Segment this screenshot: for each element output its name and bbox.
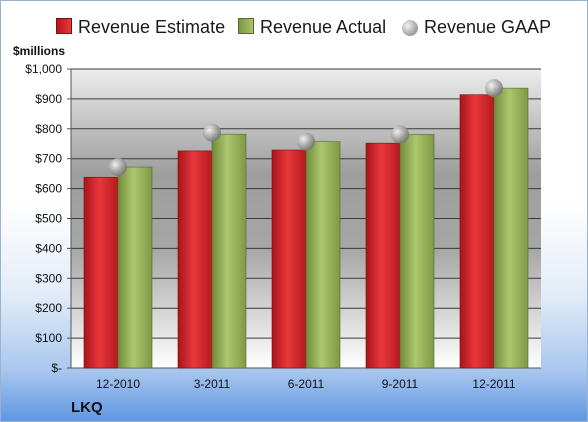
y-tick-label: $800 — [35, 122, 62, 136]
company-name: LKQ — [71, 399, 103, 416]
y-tick-label: $1,000 — [25, 62, 62, 76]
bar-revenue-actual — [305, 141, 341, 369]
y-tick-label: $300 — [35, 271, 62, 285]
legend-item-actual: Revenue Actual — [238, 17, 386, 38]
y-tick-label: $900 — [35, 92, 62, 106]
marker-revenue-gaap — [391, 125, 409, 144]
y-tick-label: $400 — [35, 241, 62, 255]
y-tick-label: $600 — [35, 182, 62, 196]
x-tick-label: 9-2011 — [382, 377, 419, 391]
bar-revenue-estimate — [83, 176, 119, 369]
y-tick-label: $500 — [35, 212, 62, 226]
bar-revenue-actual — [493, 87, 529, 369]
marker-revenue-gaap — [297, 132, 315, 151]
legend-swatch-gaap — [402, 20, 418, 36]
marker-revenue-gaap — [485, 79, 503, 98]
x-tick-label: 12-2011 — [472, 377, 515, 391]
legend-label-gaap: Revenue GAAP — [424, 17, 552, 37]
bar-revenue-estimate — [271, 149, 307, 369]
legend: Revenue Estimate Revenue Actual Revenue … — [1, 17, 587, 43]
legend-label-estimate: Revenue Estimate — [78, 17, 226, 37]
y-axis-unit-label: $millions — [13, 44, 66, 58]
y-tick-label: $- — [51, 361, 62, 375]
legend-swatch-actual — [238, 18, 254, 34]
x-tick-label: 3-2011 — [194, 377, 231, 391]
marker-revenue-gaap — [109, 158, 127, 177]
bar-revenue-estimate — [459, 94, 495, 369]
y-tick-label: $700 — [35, 152, 62, 166]
legend-item-gaap: Revenue GAAP — [402, 17, 551, 38]
bar-revenue-estimate — [177, 150, 213, 369]
x-tick-label: 6-2011 — [288, 377, 325, 391]
legend-swatch-estimate — [56, 18, 72, 34]
x-tick-label: 12-2010 — [96, 377, 140, 391]
marker-revenue-gaap — [203, 123, 221, 142]
bar-revenue-actual — [211, 133, 247, 369]
legend-item-estimate: Revenue Estimate — [56, 17, 225, 38]
y-tick-label: $100 — [35, 331, 62, 345]
bar-revenue-actual — [399, 134, 435, 369]
bar-revenue-estimate — [365, 142, 401, 369]
legend-label-actual: Revenue Actual — [260, 17, 387, 37]
y-tick-label: $200 — [35, 301, 62, 315]
bar-revenue-actual — [117, 166, 153, 369]
